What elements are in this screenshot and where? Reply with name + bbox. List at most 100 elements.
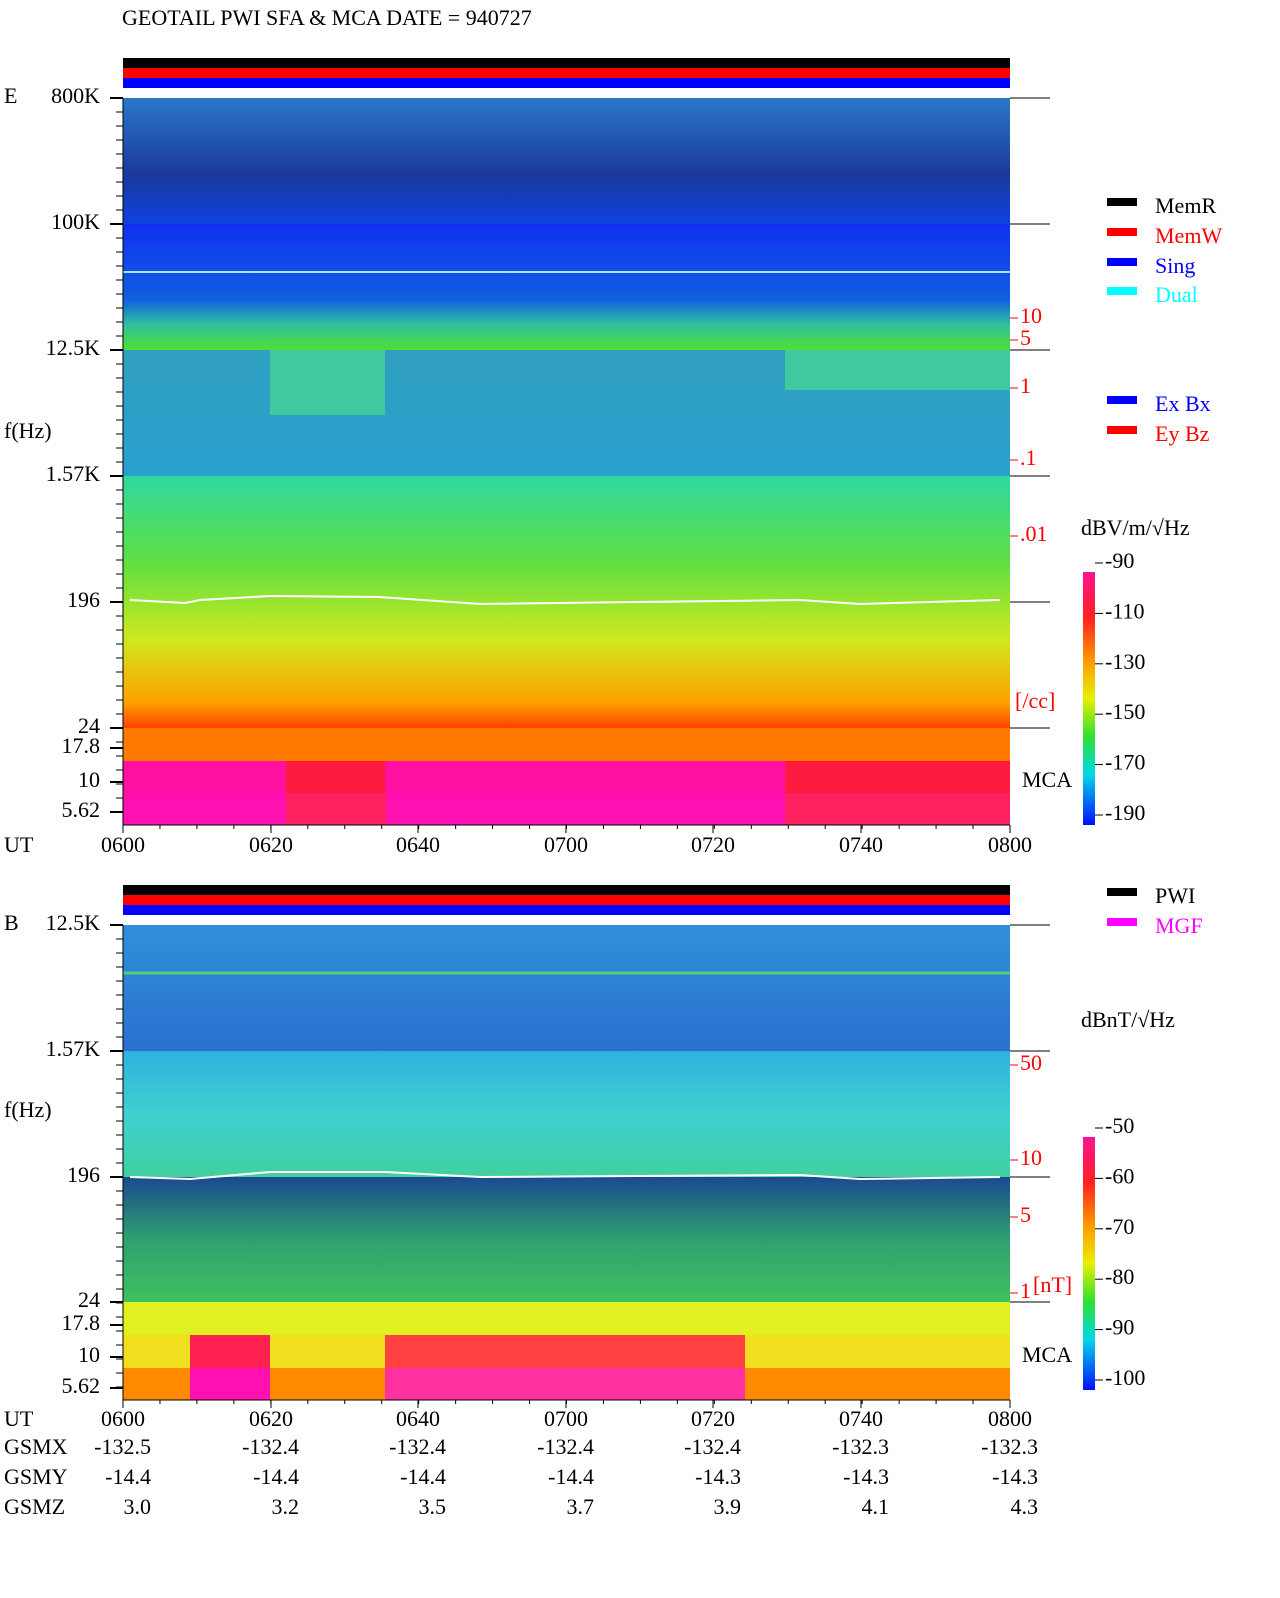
orbit-value: -14.3 (695, 1464, 741, 1489)
density-tick-label: 1 (1020, 1278, 1031, 1303)
colorbar-tick-label: -130 (1105, 649, 1145, 674)
y-tick-label: 24 (78, 1287, 100, 1312)
legend-label: Sing (1155, 253, 1195, 278)
colorbar-tick-label: -100 (1105, 1365, 1145, 1390)
orbit-value: 3.0 (124, 1494, 152, 1519)
y-tick-label: 1.57K (46, 461, 101, 486)
legend-swatch (1107, 258, 1137, 266)
x-axis-label: UT (4, 1406, 34, 1431)
legend-swatch (1107, 888, 1137, 896)
y-tick-label: 196 (67, 1162, 100, 1187)
x-tick-label: 0600 (101, 832, 145, 857)
orbit-value: -14.4 (400, 1464, 446, 1489)
orbit-label: GSMX (4, 1434, 68, 1459)
colorbar-tick-label: -110 (1105, 598, 1145, 623)
colorbar-tick-label: -170 (1105, 750, 1145, 775)
y-axis-label: f(Hz) (4, 1097, 52, 1122)
orbit-value: -14.4 (548, 1464, 594, 1489)
x-tick-label: 0640 (396, 832, 440, 857)
orbit-value: -132.5 (94, 1434, 151, 1459)
legend-label: Ex Bx (1155, 391, 1211, 416)
density-unit: [/cc] (1015, 688, 1055, 713)
legend-label: MGF (1155, 913, 1203, 938)
density-tick-label: .1 (1020, 445, 1037, 470)
density-tick-label: 1 (1020, 373, 1031, 398)
orbit-label: GSMZ (4, 1494, 65, 1519)
colorbar-unit: dBnT/√Hz (1081, 1007, 1175, 1032)
legend-label: MemR (1155, 193, 1216, 218)
x-tick-label: 0700 (544, 832, 588, 857)
y-tick-label: 17.8 (62, 1310, 101, 1335)
orbit-value: 3.9 (714, 1494, 742, 1519)
density-tick-label: 5 (1020, 1202, 1031, 1227)
colorbar (1083, 1137, 1095, 1390)
orbit-value: -132.4 (389, 1434, 446, 1459)
orbit-value: 3.7 (567, 1494, 595, 1519)
colorbar-tick-label: -70 (1105, 1214, 1134, 1239)
orbit-value: 3.2 (272, 1494, 300, 1519)
orbit-value: 4.3 (1011, 1494, 1039, 1519)
colorbar-tick-label: -80 (1105, 1264, 1134, 1289)
panel-label: E (4, 83, 17, 108)
legend-label: MemW (1155, 223, 1222, 248)
x-tick-label: 0740 (839, 1406, 883, 1431)
orbit-value: -14.3 (843, 1464, 889, 1489)
x-axis-label: UT (4, 832, 34, 857)
colorbar-tick-label: -150 (1105, 699, 1145, 724)
density-unit: [nT] (1033, 1272, 1072, 1297)
x-tick-label: 0720 (691, 832, 735, 857)
colorbar-tick-label: -60 (1105, 1163, 1134, 1188)
legend-swatch (1107, 198, 1137, 206)
y-tick-label: 10 (78, 767, 100, 792)
e-spectrogram (123, 98, 1010, 825)
status-bars (123, 58, 1010, 915)
orbit-label: GSMY (4, 1464, 68, 1489)
x-tick-label: 0720 (691, 1406, 735, 1431)
mca-label: MCA (1022, 1342, 1072, 1367)
y-axis-label: f(Hz) (4, 418, 52, 443)
legend-label: Ey Bz (1155, 421, 1210, 446)
x-tick-label: 0800 (988, 832, 1032, 857)
legend-label: Dual (1155, 282, 1198, 307)
y-tick-label: 196 (67, 587, 100, 612)
b-spectrogram (123, 925, 1010, 1400)
orbit-value: 3.5 (419, 1494, 447, 1519)
title: GEOTAIL PWI SFA & MCA DATE = 940727 (122, 5, 532, 30)
density-tick-label: 10 (1020, 1145, 1042, 1170)
x-tick-label: 0620 (249, 832, 293, 857)
colorbar (1083, 572, 1095, 825)
density-tick-label: 50 (1020, 1050, 1042, 1075)
y-tick-label: 5.62 (62, 797, 101, 822)
legend-label: PWI (1155, 883, 1195, 908)
y-tick-label: 12.5K (46, 910, 101, 935)
colorbar-tick-label: -50 (1105, 1113, 1134, 1138)
density-tick-label: 5 (1020, 325, 1031, 350)
orbit-value: -14.4 (105, 1464, 151, 1489)
y-tick-label: 12.5K (46, 335, 101, 360)
density-tick-label: 10 (1020, 303, 1042, 328)
y-tick-label: 10 (78, 1342, 100, 1367)
orbit-value: -14.3 (992, 1464, 1038, 1489)
panel-label: B (4, 910, 19, 935)
y-tick-label: 1.57K (46, 1036, 101, 1061)
orbit-value: -132.4 (684, 1434, 741, 1459)
y-tick-label: 100K (51, 209, 100, 234)
legend-swatch (1107, 396, 1137, 404)
x-tick-label: 0600 (101, 1406, 145, 1431)
colorbar-tick-label: -190 (1105, 800, 1145, 825)
colorbar-unit: dBV/m/√Hz (1081, 515, 1190, 540)
orbit-value: -132.4 (537, 1434, 594, 1459)
legend-swatch (1107, 228, 1137, 236)
legend-swatch (1107, 426, 1137, 434)
x-tick-label: 0700 (544, 1406, 588, 1431)
legend-swatch (1107, 918, 1137, 926)
colorbar-tick-label: -90 (1105, 548, 1134, 573)
x-tick-label: 0640 (396, 1406, 440, 1431)
x-tick-label: 0740 (839, 832, 883, 857)
y-tick-label: 800K (51, 83, 100, 108)
x-tick-label: 0620 (249, 1406, 293, 1431)
y-tick-label: 17.8 (62, 733, 101, 758)
x-tick-label: 0800 (988, 1406, 1032, 1431)
orbit-value: -132.4 (242, 1434, 299, 1459)
